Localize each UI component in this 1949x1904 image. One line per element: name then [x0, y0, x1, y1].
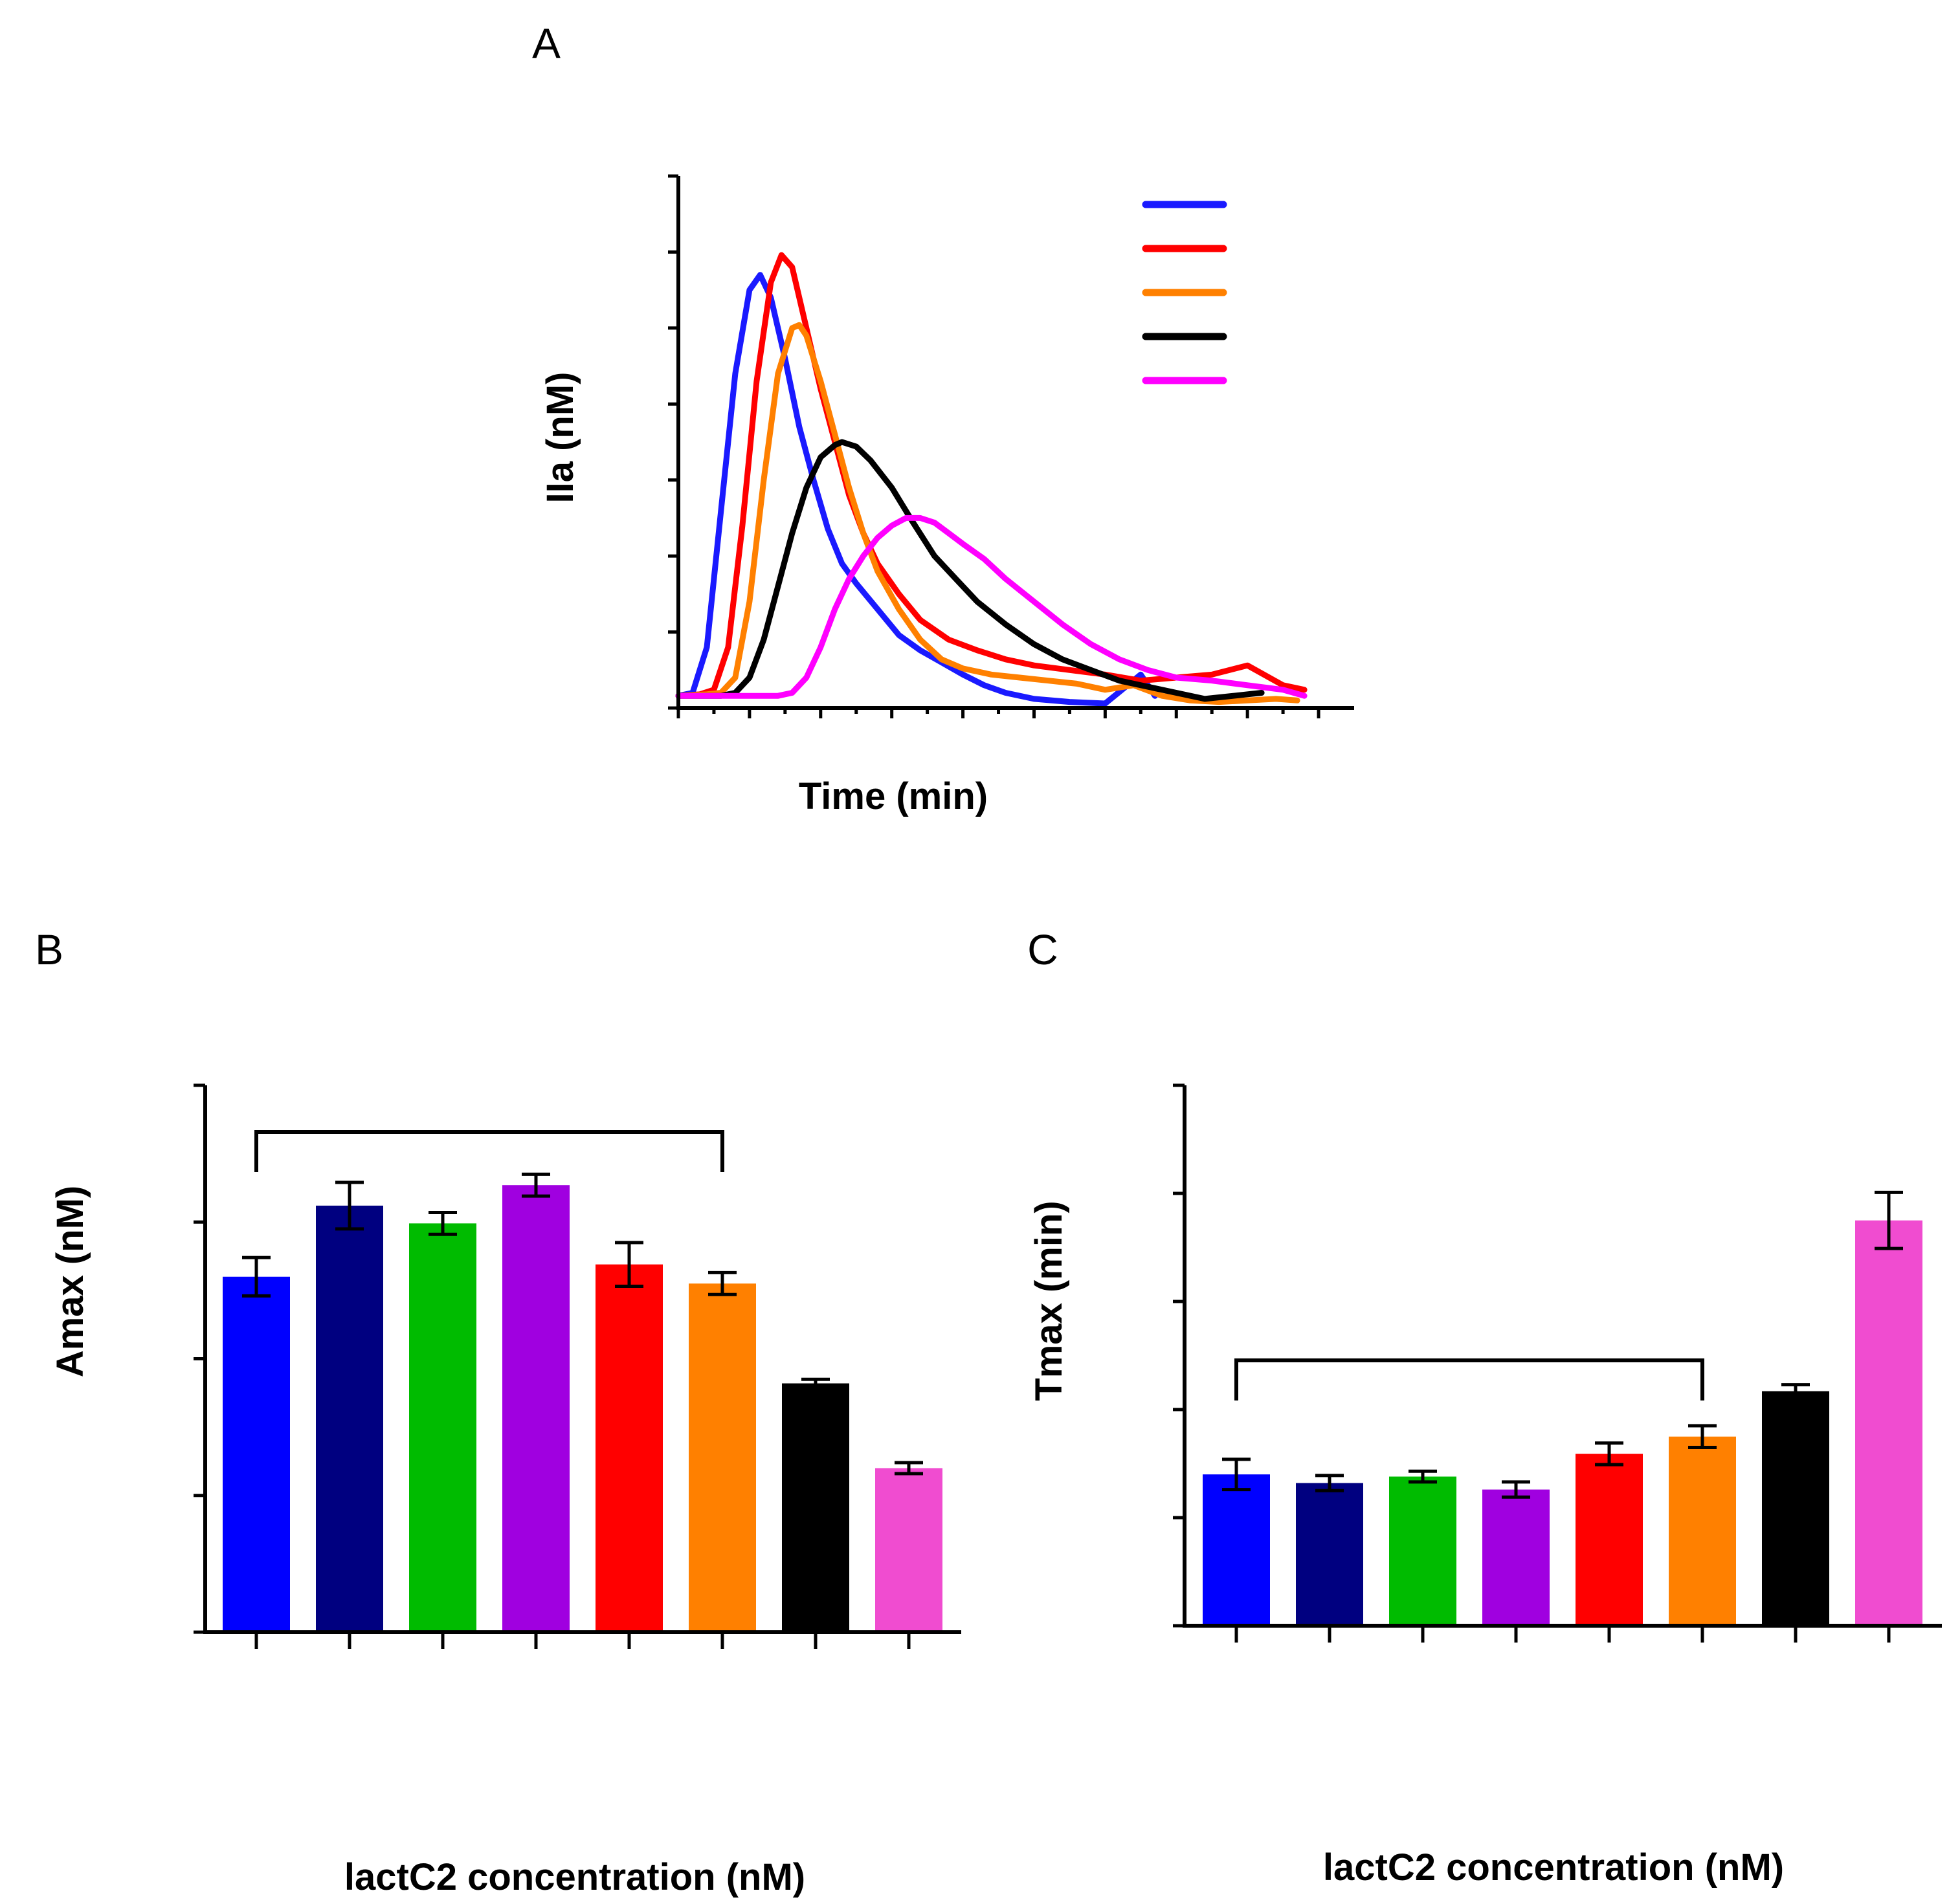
- panel-b-x-axis-label: lactC2 concentration (nM): [344, 1856, 805, 1898]
- bar-31.25-nm: [1389, 1476, 1456, 1626]
- bar-15.6-nm: [1296, 1483, 1363, 1626]
- bar-62.5-nm: [1482, 1489, 1550, 1626]
- error-bar: [1222, 1457, 1251, 1492]
- bar-500-nm: [1762, 1391, 1829, 1626]
- panel-c-y-axis-label: Tmax (min): [1028, 1201, 1070, 1400]
- panel-c: C lactC2 concentration (nM) Tmax (min): [1027, 925, 1942, 1888]
- error-bar: [1688, 1424, 1717, 1449]
- bar-15.6-nm: [316, 1205, 383, 1632]
- error-bar: [335, 1180, 364, 1231]
- series-line-1000-nm: [675, 515, 1308, 699]
- panel-b: B lactC2 concentration (nM) Amax (nM): [35, 925, 961, 1898]
- bar-0-nm: [223, 1276, 290, 1632]
- bar-1000-nm: [1855, 1220, 1922, 1626]
- panel-a-series-group: [675, 252, 1308, 707]
- error-bar: [522, 1172, 550, 1198]
- error-bar: [1315, 1474, 1344, 1492]
- error-bar: [1502, 1480, 1530, 1499]
- panel-c-label: C: [1027, 925, 1058, 973]
- bar-62.5-nm: [502, 1185, 570, 1632]
- panel-b-axes: [194, 1083, 961, 1649]
- error-bar: [1781, 1383, 1810, 1400]
- panel-c-bars-group: [1203, 1190, 1922, 1626]
- bar-31.25-nm: [409, 1223, 476, 1632]
- panel-b-bars-group: [223, 1172, 942, 1632]
- panel-a-legend: [1142, 201, 1227, 384]
- error-bar: [429, 1210, 457, 1236]
- series-line-250-nm: [675, 322, 1300, 705]
- panel-b-annotations: [254, 1130, 724, 1172]
- panel-b-label: B: [35, 925, 63, 973]
- bar-250-nm: [1669, 1436, 1736, 1626]
- series-line-125-nm: [675, 252, 1308, 699]
- panel-c-x-axis-label: lactC2 concentration (nM): [1323, 1846, 1784, 1888]
- error-bar: [895, 1461, 923, 1476]
- bar-250-nm: [689, 1283, 756, 1632]
- bar-125-nm: [596, 1264, 663, 1632]
- panel-c-annotations: [1234, 1358, 1704, 1400]
- error-bar: [615, 1241, 643, 1289]
- panel-a-y-axis-label: IIa (nM): [539, 372, 581, 504]
- error-bar: [1409, 1469, 1437, 1484]
- ns-bracket: [1234, 1358, 1704, 1400]
- panel-a: A Time (min) IIa (nM): [532, 19, 1354, 817]
- panel-b-y-axis-label: Amax (nM): [49, 1186, 91, 1377]
- panel-c-axes: [1173, 1083, 1942, 1643]
- bar-1000-nm: [875, 1468, 942, 1632]
- ns-bracket: [254, 1130, 724, 1172]
- bar-500-nm: [782, 1383, 849, 1632]
- panel-a-x-axis-label: Time (min): [799, 775, 988, 817]
- error-bar: [1595, 1441, 1623, 1467]
- error-bar: [1875, 1190, 1903, 1250]
- error-bar: [801, 1377, 830, 1389]
- panel-a-axes: [668, 174, 1354, 718]
- bar-125-nm: [1576, 1454, 1643, 1626]
- error-bar: [242, 1256, 271, 1298]
- series-line-500-nm: [675, 439, 1265, 702]
- bar-0-nm: [1203, 1474, 1270, 1626]
- error-bar: [708, 1270, 737, 1296]
- panel-a-label: A: [532, 19, 561, 67]
